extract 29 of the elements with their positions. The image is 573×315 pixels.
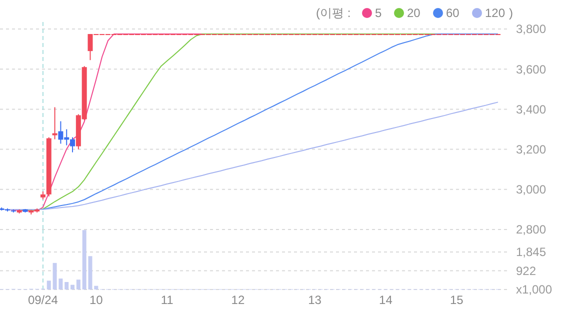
y-tick-label: 3,000 xyxy=(516,182,546,197)
y-tick-label: 3,800 xyxy=(516,22,546,36)
legend-label: 5 xyxy=(375,6,382,20)
x-tick-label: 12 xyxy=(231,293,245,307)
legend-title: (이평 : xyxy=(316,6,351,20)
x-tick-label: 15 xyxy=(450,293,464,307)
bar xyxy=(70,284,75,290)
x-tick-label: 10 xyxy=(89,293,104,307)
legend-label: 60 xyxy=(446,6,460,20)
candlestick xyxy=(52,106,58,140)
bar xyxy=(46,280,51,290)
legend-label: 120 xyxy=(485,6,506,20)
y-tick-label: 922 xyxy=(516,264,536,278)
candlestick xyxy=(70,136,76,153)
x-tick-label: 13 xyxy=(308,293,322,307)
y-tick-label: 1,845 xyxy=(516,245,546,260)
y-tick-label: 3,200 xyxy=(516,142,546,157)
y-tick-label: 3,600 xyxy=(516,62,546,76)
x-tick-label: 14 xyxy=(379,293,393,307)
bar xyxy=(64,282,69,290)
x-tick-label: 09/24 xyxy=(28,293,58,307)
legend-label: 20 xyxy=(407,6,421,20)
x-tick-label: 11 xyxy=(160,293,174,307)
text: ) xyxy=(509,6,513,20)
bar xyxy=(76,280,80,290)
y-tick-label: 3,400 xyxy=(516,102,546,116)
y-tick-label: x1,000 xyxy=(516,282,552,297)
bar xyxy=(94,286,98,290)
y-tick-label: 2,800 xyxy=(516,222,546,237)
